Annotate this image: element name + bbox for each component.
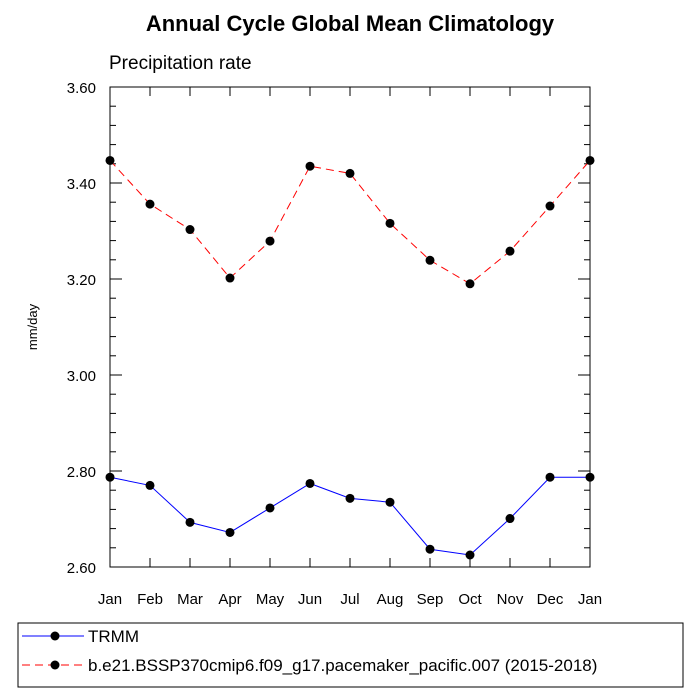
- plot-frame: [109, 86, 591, 568]
- series-line-1: [109, 476, 590, 556]
- x-tick-label: Aug: [377, 591, 404, 608]
- x-tick-label: Apr: [218, 591, 241, 608]
- y-tick-labels: 2.60 2.80 3.00 3.20 3.40 3.60: [67, 80, 96, 577]
- x-tick-label: Nov: [497, 591, 524, 608]
- x-tick-label: Dec: [537, 591, 564, 608]
- y-tick-label: 2.60: [67, 560, 96, 577]
- x-tick-label: May: [256, 591, 285, 608]
- data-point: [465, 550, 475, 560]
- y-tick-label: 3.00: [67, 368, 96, 385]
- data-point: [185, 517, 195, 527]
- x-tick-label: Jan: [578, 591, 602, 608]
- data-point: [225, 527, 235, 537]
- series-line-2: [109, 160, 591, 285]
- y-tick-label: 3.40: [67, 176, 96, 193]
- data-point: [585, 155, 595, 165]
- data-point: [385, 218, 395, 228]
- data-point: [425, 255, 435, 265]
- data-point: [385, 497, 395, 507]
- legend-marker: [50, 631, 60, 641]
- data-point: [345, 493, 355, 503]
- legend-label: TRMM: [88, 627, 139, 646]
- chart-title: Annual Cycle Global Mean Climatology: [146, 11, 555, 36]
- data-point: [105, 472, 115, 482]
- y-tick-label: 2.80: [67, 464, 96, 481]
- legend: TRMM b.e21.BSSP370cmip6.f09_g17.pacemaker…: [22, 627, 597, 675]
- data-point: [425, 544, 435, 554]
- data-point: [545, 201, 555, 211]
- data-point: [545, 472, 555, 482]
- data-point: [265, 503, 275, 513]
- x-tick-label: Oct: [458, 591, 482, 608]
- data-point: [185, 225, 195, 235]
- y-tick-label: 3.20: [67, 272, 96, 289]
- data-point: [305, 161, 315, 171]
- x-tick-label: Jul: [340, 591, 359, 608]
- legend-box: [17, 622, 684, 688]
- data-point: [585, 472, 595, 482]
- x-tick-label: Jan: [98, 591, 122, 608]
- data-point: [305, 478, 315, 488]
- y-axis-label: mm/day: [25, 303, 40, 350]
- x-tick-labels: Jan Feb Mar Apr May Jun Jul Aug Sep Oct Nov Dec Jan: [98, 591, 602, 608]
- series-group: [105, 155, 595, 560]
- legend-marker: [50, 660, 60, 670]
- data-point: [145, 199, 155, 209]
- x-tick-label: Jun: [298, 591, 322, 608]
- x-tick-label: Sep: [417, 591, 444, 608]
- data-point: [145, 480, 155, 490]
- data-point: [505, 246, 515, 256]
- data-point: [225, 273, 235, 283]
- x-tick-label: Mar: [177, 591, 203, 608]
- data-point: [505, 514, 515, 524]
- data-point: [105, 155, 115, 165]
- legend-label: b.e21.BSSP370cmip6.f09_g17.pacemaker_pac…: [88, 656, 597, 675]
- y-tick-label: 3.60: [67, 80, 96, 97]
- chart-subtitle: Precipitation rate: [109, 53, 252, 74]
- data-point: [265, 236, 275, 246]
- x-tick-label: Feb: [137, 591, 163, 608]
- data-point: [465, 279, 475, 289]
- data-point: [345, 168, 355, 178]
